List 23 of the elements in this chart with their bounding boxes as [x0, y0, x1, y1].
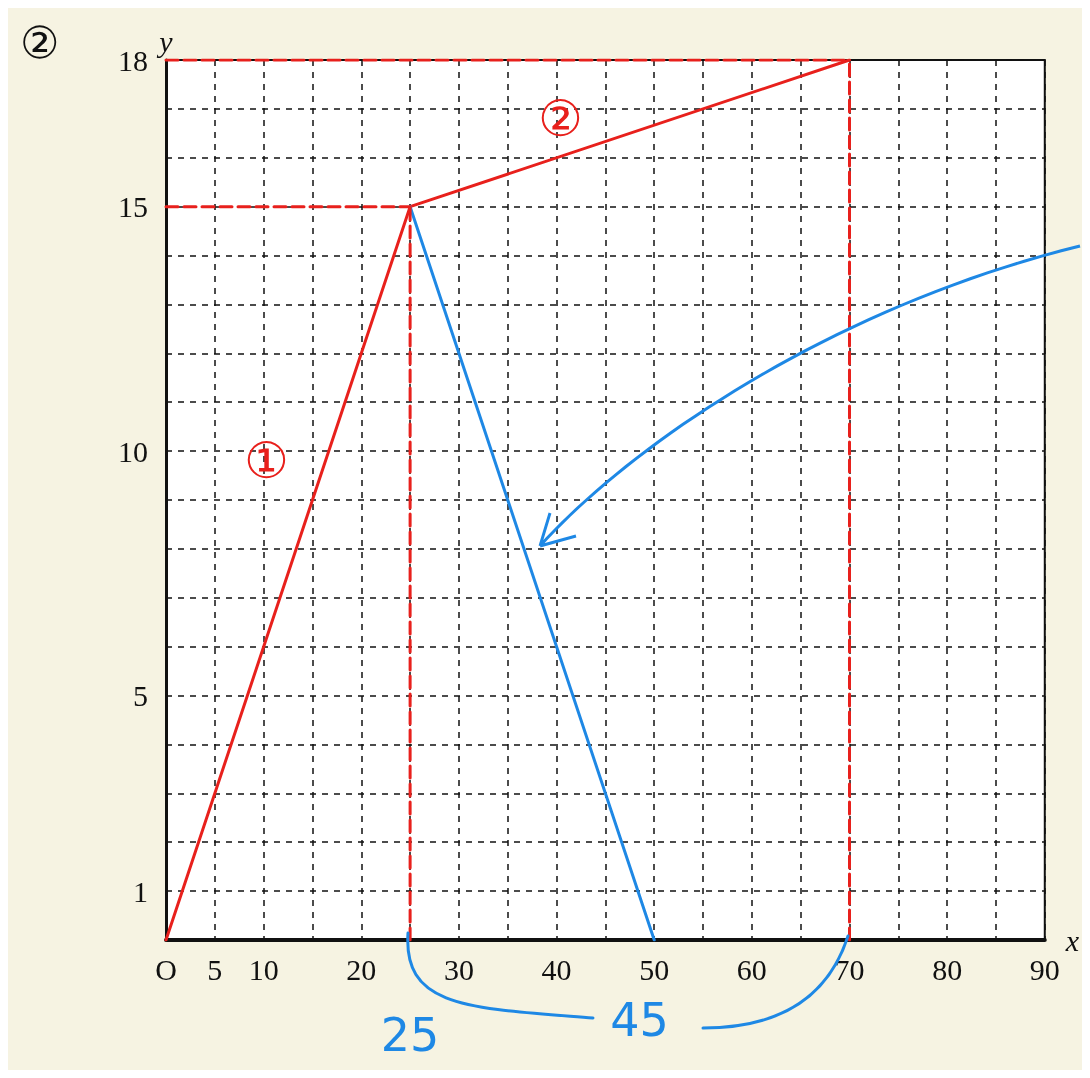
- annotation: ②: [538, 90, 583, 148]
- y-tick-label: 10: [118, 434, 148, 468]
- text: ②: [20, 16, 60, 68]
- x-tick-label: 70: [834, 952, 865, 986]
- annotation: 25: [380, 1008, 440, 1062]
- x-axis-title: x: [1064, 923, 1080, 957]
- annotation: 45: [610, 993, 669, 1047]
- annotation: ①: [244, 432, 289, 490]
- y-tick-label: 18: [118, 43, 148, 77]
- y-tick-label: 15: [118, 190, 148, 224]
- x-tick-label: 60: [736, 952, 767, 986]
- y-tick-label: 5: [133, 679, 148, 713]
- y-axis-title: y: [156, 24, 174, 58]
- x-tick-label: 5: [207, 952, 223, 986]
- x-tick-label: 40: [541, 952, 572, 986]
- x-tick-label: 90: [1029, 952, 1060, 986]
- x-tick-label: 80: [932, 952, 963, 986]
- x-tick-label: O: [155, 952, 177, 986]
- x-tick-label: 10: [248, 952, 279, 986]
- x-tick-label: 50: [639, 952, 670, 986]
- x-tick-label: 30: [443, 952, 474, 986]
- y-tick-label: 1: [133, 874, 148, 908]
- x-tick-label: 20: [346, 952, 377, 986]
